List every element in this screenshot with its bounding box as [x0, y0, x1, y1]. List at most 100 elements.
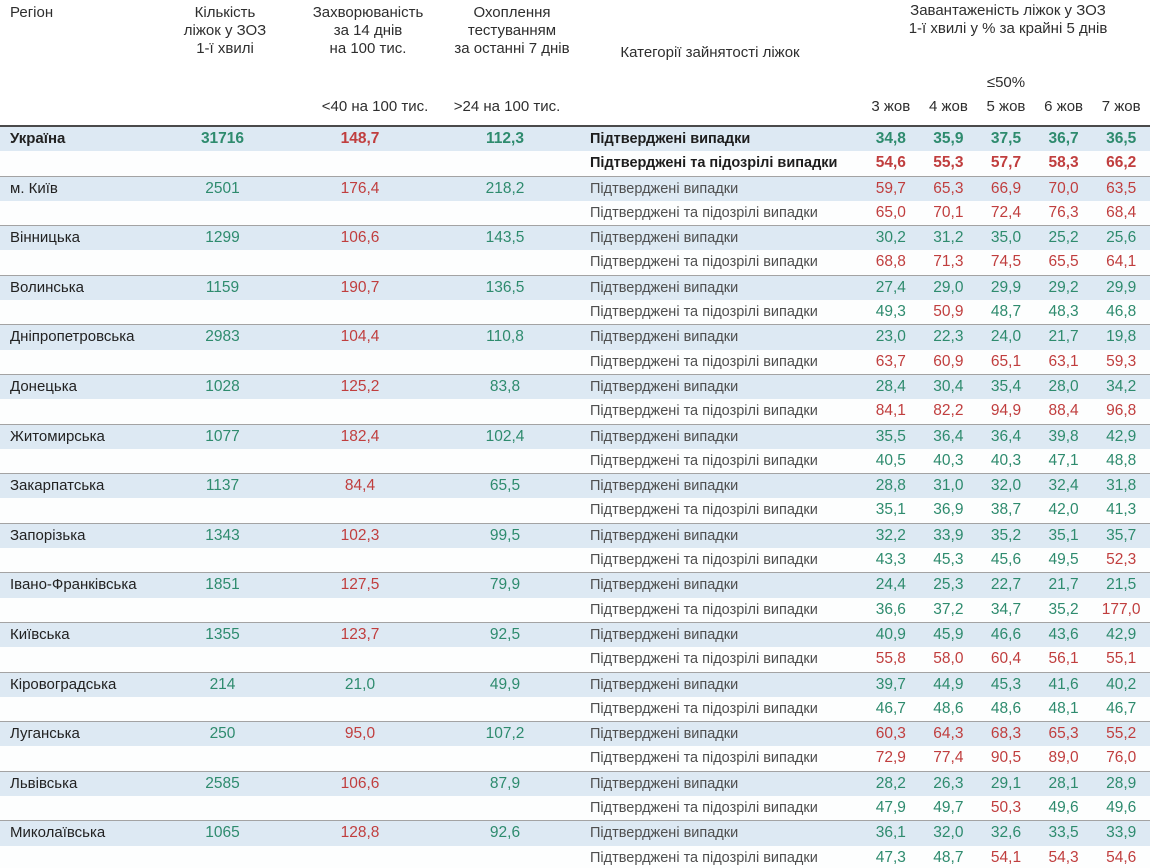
beds-value: 214	[209, 675, 236, 693]
column-header-category: Категорії зайнятості ліжок	[620, 44, 800, 61]
load-value: 54,6	[1106, 848, 1137, 866]
date-header: 5 жов	[986, 98, 1026, 115]
beds-value: 2501	[205, 179, 240, 197]
table-header: Регіон Кількість ліжок у ЗОЗ 1-ї хвилі З…	[0, 0, 1150, 127]
load-value: 36,6	[875, 600, 906, 618]
load-value: 57,7	[990, 154, 1022, 172]
incidence-value: 127,5	[340, 576, 380, 594]
load-value: 35,2	[990, 526, 1022, 544]
load-value: 47,3	[875, 848, 906, 866]
load-value: 47,1	[1048, 451, 1079, 469]
table-row-confirmed: Львівська 2585 106,6 87,9 Підтверджені в…	[0, 771, 1150, 797]
load-value: 68,3	[990, 725, 1022, 743]
load-value: 65,3	[1048, 725, 1079, 743]
load-value: 43,3	[875, 551, 906, 569]
column-header-testing: Охоплення тестуванням за останні 7 днів	[454, 4, 570, 57]
load-value: 48,6	[933, 699, 964, 717]
region-name: Івано-Франківська	[10, 576, 137, 594]
table-row-confirmed: Донецька 1028 125,2 83,8 Підтверджені ви…	[0, 374, 1150, 400]
category-label: Підтверджені та підозрілі випадки	[590, 552, 818, 569]
table-row-confirmed: Вінницька 1299 106,6 143,5 Підтверджені …	[0, 226, 1150, 251]
load-value: 50,9	[933, 303, 964, 321]
load-value: 25,6	[1106, 229, 1137, 247]
load-value: 177,0	[1101, 600, 1141, 618]
load-value: 48,1	[1048, 699, 1079, 717]
load-value: 49,5	[1048, 551, 1079, 569]
load-value: 76,0	[1106, 749, 1137, 767]
category-label: Підтверджені та підозрілі випадки	[590, 304, 818, 321]
load-value: 48,7	[990, 303, 1022, 321]
load-value: 34,8	[875, 130, 906, 147]
load-value: 60,9	[933, 352, 964, 370]
load-value: 46,8	[1106, 303, 1137, 321]
load-value: 35,9	[933, 130, 964, 147]
load-value: 70,0	[1048, 179, 1079, 197]
load-value: 89,0	[1048, 749, 1079, 767]
table-row-confirmed: Київська 1355 123,7 92,5 Підтверджені ви…	[0, 622, 1150, 648]
load-value: 21,7	[1048, 328, 1079, 346]
column-header-region: Регіон	[10, 4, 54, 21]
load-value: 32,6	[990, 824, 1022, 842]
load-value: 63,1	[1048, 352, 1079, 370]
load-value: 60,4	[990, 650, 1022, 668]
testing-value: 99,5	[489, 526, 521, 544]
load-value: 32,4	[1048, 477, 1079, 495]
category-label: Підтверджені випадки	[590, 626, 739, 643]
load-value: 72,4	[990, 203, 1022, 221]
load-value: 35,1	[875, 501, 906, 519]
table-row-confirmed: Дніпропетровська 2983 104,4 110,8 Підтве…	[0, 325, 1150, 350]
date-header: 7 жов	[1101, 98, 1141, 115]
table-row-suspected: Підтверджені та підозрілі випадки 49,3 50…	[0, 300, 1150, 325]
category-label: Підтверджені випадки	[590, 478, 739, 495]
category-label: Підтверджені випадки	[590, 676, 739, 693]
load-value: 28,2	[875, 774, 906, 792]
testing-value: 87,9	[489, 774, 521, 792]
category-label: Підтверджені випадки	[590, 726, 739, 743]
load-value: 35,2	[1048, 600, 1079, 618]
threshold-load: ≤50%	[986, 74, 1026, 91]
load-value: 40,9	[875, 625, 906, 643]
beds-value: 1159	[205, 278, 240, 296]
load-value: 55,1	[1106, 650, 1137, 668]
table-row-confirmed: м. Київ 2501 176,4 218,2 Підтверджені ви…	[0, 176, 1150, 201]
load-value: 30,4	[933, 377, 964, 395]
table-row-suspected: Підтверджені та підозрілі випадки 35,1 36…	[0, 498, 1150, 523]
load-value: 29,0	[933, 278, 964, 296]
load-value: 55,3	[933, 154, 964, 172]
region-name: Волинська	[10, 278, 84, 296]
load-value: 65,5	[1048, 253, 1079, 271]
category-label: Підтверджені випадки	[590, 131, 751, 147]
beds-value: 1137	[205, 477, 240, 495]
load-value: 36,4	[933, 427, 964, 445]
threshold-incidence: <40 на 100 тис.	[321, 98, 429, 115]
table-row-suspected: Підтверджені та підозрілі випадки 47,9 49…	[0, 796, 1150, 821]
incidence-value: 176,4	[340, 179, 380, 197]
load-value: 35,5	[875, 427, 906, 445]
load-value: 34,2	[1106, 377, 1137, 395]
incidence-value: 104,4	[340, 328, 380, 346]
table-row-confirmed: Кіровоградська 214 21,0 49,9 Підтверджен…	[0, 672, 1150, 697]
table-row-suspected: Підтверджені та підозрілі випадки 47,3 48…	[0, 845, 1150, 868]
load-value: 45,3	[933, 551, 964, 569]
testing-value: 112,3	[486, 130, 524, 147]
load-value: 96,8	[1106, 402, 1137, 420]
region-block: Дніпропетровська 2983 104,4 110,8 Підтве…	[0, 324, 1150, 374]
date-header: 3 жов	[871, 98, 911, 115]
load-value: 29,9	[1106, 278, 1137, 296]
category-label: Підтверджені та підозрілі випадки	[590, 750, 818, 767]
load-value: 35,4	[990, 377, 1022, 395]
category-label: Підтверджені випадки	[590, 577, 739, 594]
load-value: 24,4	[875, 576, 906, 594]
beds-value: 1077	[205, 427, 240, 445]
load-value: 76,3	[1048, 203, 1079, 221]
load-value: 36,7	[1048, 130, 1079, 147]
load-value: 56,1	[1048, 650, 1079, 668]
category-label: Підтверджені та підозрілі випадки	[590, 155, 838, 172]
region-name: Закарпатська	[10, 477, 105, 495]
load-value: 52,3	[1106, 551, 1137, 569]
table-row-confirmed: Закарпатська 1137 84,4 65,5 Підтверджені…	[0, 474, 1150, 499]
beds-value: 1851	[205, 576, 240, 594]
incidence-value: 21,0	[344, 675, 376, 693]
region-name: Житомирська	[10, 427, 105, 445]
load-value: 59,7	[875, 179, 906, 197]
